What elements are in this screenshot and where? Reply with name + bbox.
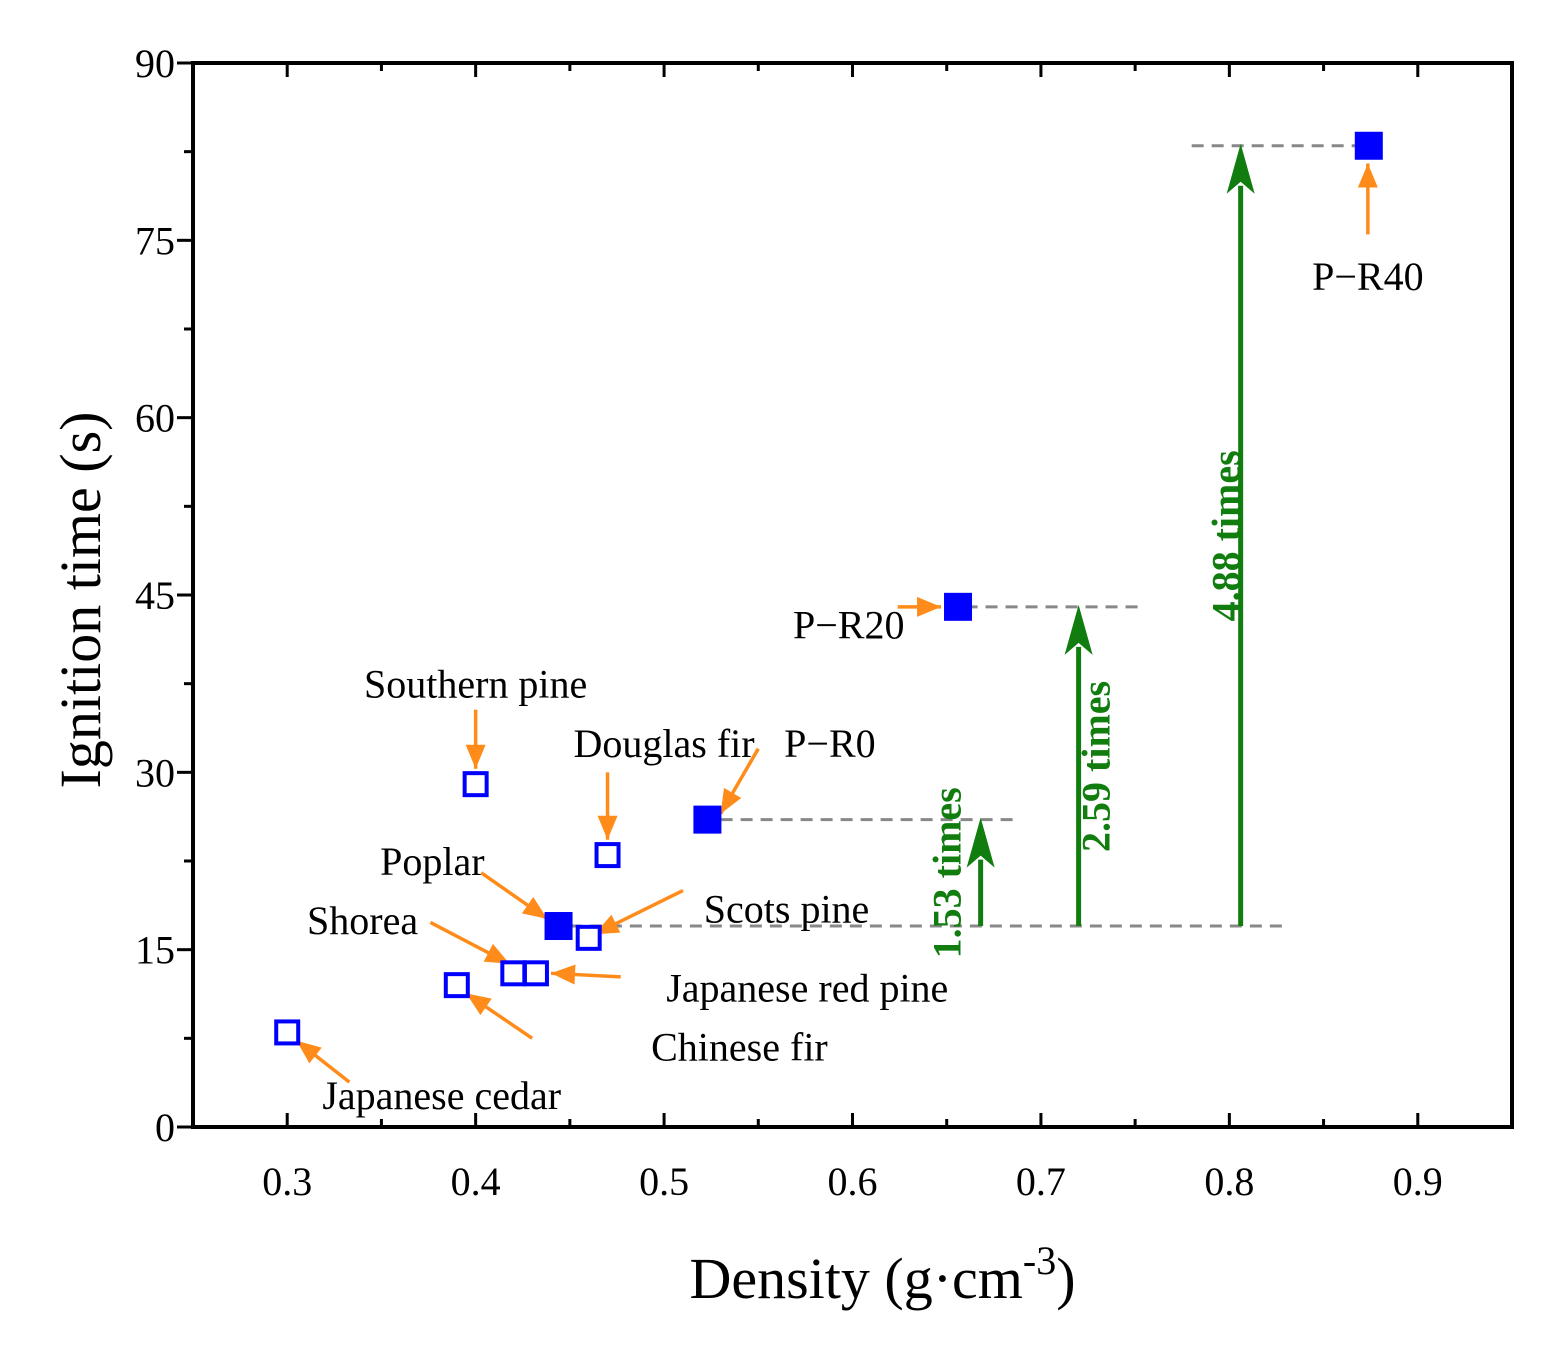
annotation-arrow-head [465, 744, 486, 769]
x-tick-label: 0.8 [1204, 1159, 1254, 1204]
open-square-point [594, 842, 621, 869]
annotation-label: P−R0 [784, 721, 875, 766]
y-tick-label: 60 [135, 396, 175, 441]
y-tick-label: 30 [135, 750, 175, 795]
dashed-reference-lines [569, 144, 1362, 928]
annotation-label: Douglas fir [574, 721, 755, 766]
annotation-arrow-head [521, 896, 548, 919]
filled-square-point [693, 805, 722, 834]
annotation-label: Japanese red pine [666, 965, 948, 1010]
open-square-point [443, 972, 470, 999]
ratio-label: 4.88 times [1204, 450, 1249, 621]
annotation-label: Japanese cedar [322, 1073, 561, 1118]
open-square-point [575, 924, 602, 951]
x-tick-label: 0.6 [828, 1159, 878, 1204]
annotation-label: P−R20 [793, 603, 904, 648]
ratio-arrow-head [966, 817, 995, 868]
ratio-arrow-head [1226, 143, 1255, 194]
annotation-label: Chinese fir [651, 1025, 828, 1070]
annotation-arrow-head [917, 596, 942, 617]
x-axis-title-superscript: -3 [1023, 1238, 1056, 1283]
annotation-arrow-head [296, 1040, 322, 1064]
x-tick-label: 0.9 [1393, 1159, 1443, 1204]
open-square-point [522, 960, 549, 987]
ratio-arrow-head [1064, 604, 1093, 655]
x-axis-title: Density (g·cm-3) [689, 1238, 1075, 1311]
ratio-arrows: 1.53 times 2.59 times 4.88 times [925, 143, 1255, 958]
y-axis-ticks: 0 15 30 45 60 75 90 [135, 41, 193, 1150]
x-tick-label: 0.7 [1016, 1159, 1066, 1204]
annotation-arrow-head [483, 943, 510, 964]
open-square-point [274, 1019, 301, 1046]
annotation-label: Shorea [307, 898, 418, 943]
annotation-label: Scots pine [704, 886, 870, 931]
filled-square-point [1354, 131, 1383, 160]
annotation-label: Southern pine [364, 662, 587, 707]
ratio-label: 2.59 times [1074, 681, 1119, 852]
annotation-arrow-head [597, 815, 618, 840]
y-tick-label: 75 [135, 218, 175, 263]
filled-square-point [544, 912, 573, 941]
y-tick-label: 90 [135, 41, 175, 86]
annotation-arrow-head [466, 993, 492, 1016]
annotation-arrow-head [551, 964, 576, 985]
y-tick-label: 45 [135, 573, 175, 618]
annotation-arrow-head [720, 787, 742, 814]
x-tick-label: 0.3 [262, 1159, 312, 1204]
annotation-label: Poplar [380, 839, 484, 884]
ratio-label: 1.53 times [925, 787, 970, 958]
annotation-label: P−R40 [1312, 254, 1423, 299]
open-square-point [500, 960, 527, 987]
y-tick-label: 0 [155, 1105, 175, 1150]
x-tick-label: 0.5 [639, 1159, 689, 1204]
data-points [274, 131, 1383, 1046]
open-square-point [462, 771, 489, 798]
x-tick-label: 0.4 [451, 1159, 501, 1204]
y-tick-label: 15 [135, 928, 175, 973]
annotation-labels: Southern pine Douglas fir P−R0 P−R20 P−R40 Po… [307, 254, 1424, 1118]
y-axis-title: Ignition time (s) [48, 412, 113, 789]
x-axis-ticks: 0.3 0.4 0.5 0.6 0.7 0.8 0.9 [262, 63, 1443, 1204]
annotation-arrow-head [1357, 163, 1378, 188]
filled-square-point [944, 592, 973, 621]
